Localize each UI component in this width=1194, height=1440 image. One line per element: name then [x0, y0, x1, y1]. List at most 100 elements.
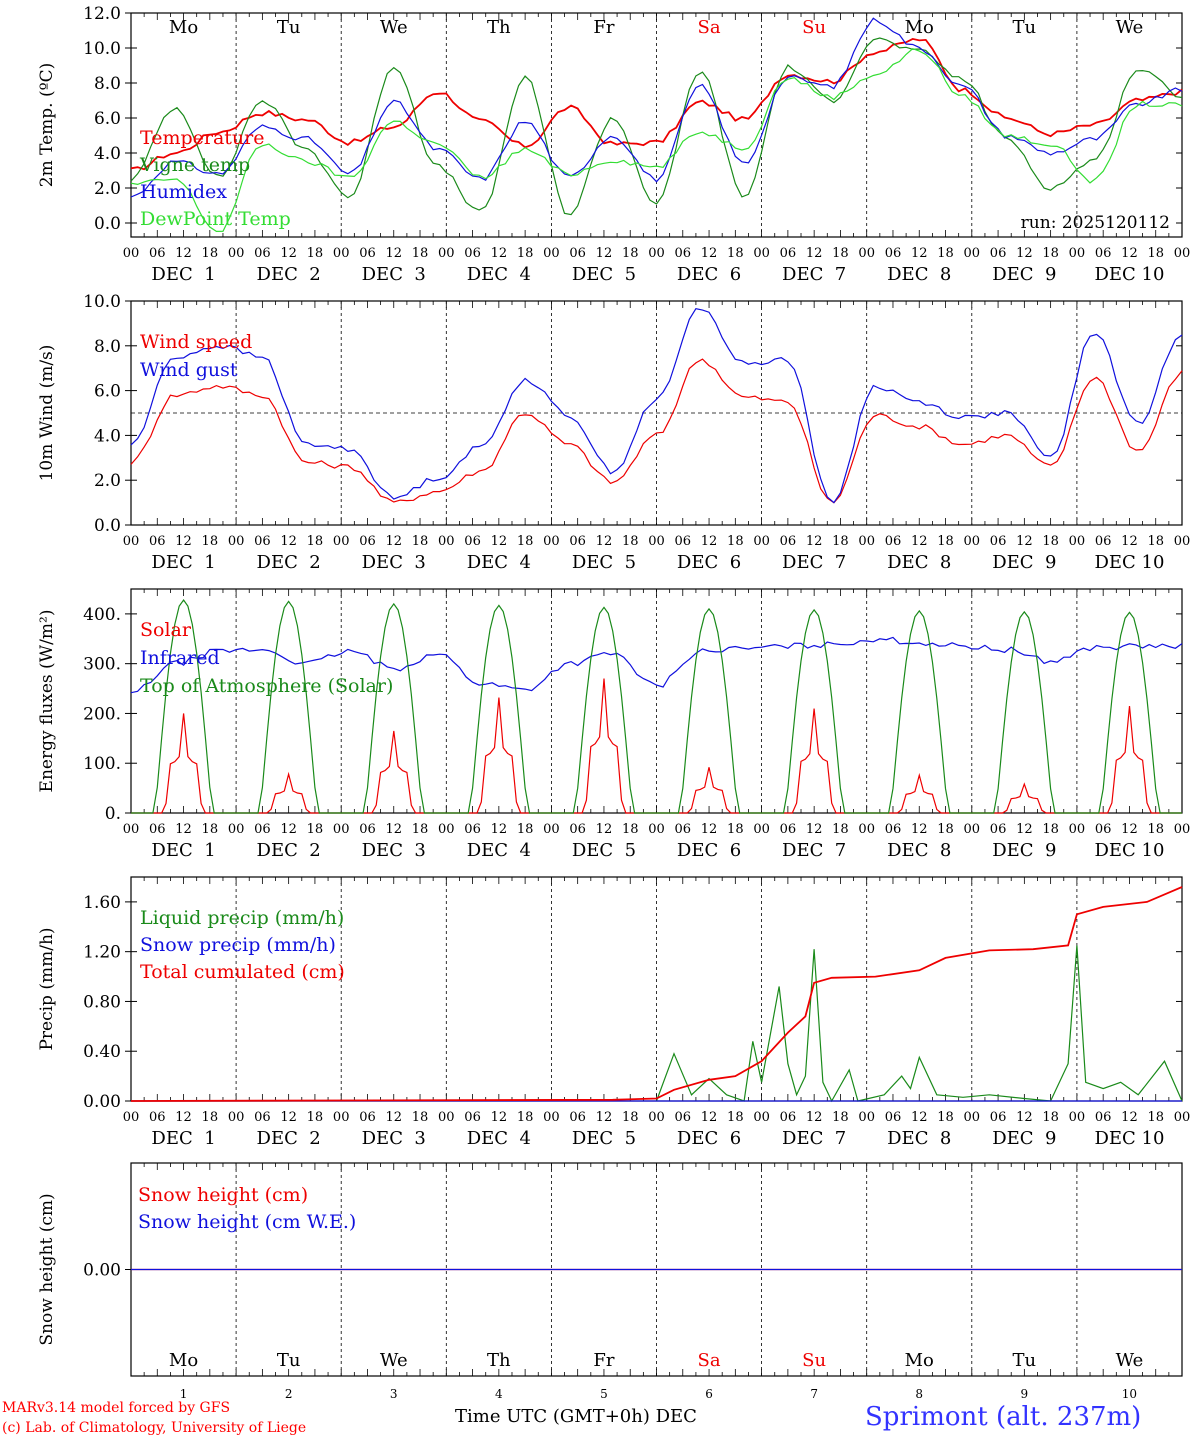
hour-label: 00 — [648, 1110, 665, 1125]
hour-label: 06 — [990, 822, 1007, 837]
hour-label: 18 — [412, 534, 429, 549]
y-axis-title: 2m Temp. (ºC) — [37, 63, 57, 188]
date-label: DEC 9 — [992, 1128, 1056, 1149]
date-label: DEC 1 — [151, 840, 215, 861]
series-line-infrared — [130, 636, 1183, 694]
date-label: DEC 5 — [572, 1128, 636, 1149]
hour-label: 12 — [1121, 822, 1138, 837]
hour-label: 00 — [648, 246, 665, 261]
hour-label: 00 — [228, 1110, 245, 1125]
y-tick-label: 2.0 — [94, 179, 121, 199]
hour-label: 12 — [596, 1110, 613, 1125]
footer-credit: (c) Lab. of Climatology, University of L… — [2, 1420, 307, 1436]
date-label: DEC 7 — [782, 1128, 846, 1149]
hour-label: 00 — [1174, 534, 1191, 549]
hour-label: 18 — [202, 246, 219, 261]
day-name: Su — [802, 17, 826, 38]
y-axis-title: Snow height (cm) — [37, 1193, 57, 1345]
y-tick-label: 4.0 — [94, 144, 121, 164]
series-line-wind-gust — [130, 308, 1183, 504]
hour-label: 00 — [648, 822, 665, 837]
hour-label: 12 — [806, 534, 823, 549]
y-tick-label: 200. — [83, 704, 121, 724]
hour-label: 18 — [307, 534, 324, 549]
day-number: 9 — [1021, 1387, 1029, 1401]
date-label: DEC 7 — [782, 264, 846, 285]
hour-label: 12 — [806, 246, 823, 261]
hour-label: 06 — [990, 246, 1007, 261]
hour-label: 00 — [228, 534, 245, 549]
hour-label: 12 — [596, 246, 613, 261]
hour-label: 06 — [885, 246, 902, 261]
hour-label: 12 — [596, 822, 613, 837]
panel-3: 0. 100. 200. 300. 400. Energy fluxes (W/m²) 00… — [37, 588, 1191, 861]
hour-label: 12 — [491, 534, 508, 549]
legend-entry: Temperature — [140, 127, 264, 149]
hour-label: 06 — [359, 246, 376, 261]
hour-label: 00 — [228, 822, 245, 837]
hour-label: 06 — [149, 246, 166, 261]
hour-label: 00 — [1174, 822, 1191, 837]
date-label: DEC 10 — [1094, 1128, 1164, 1149]
hour-label: 06 — [1095, 1110, 1112, 1125]
hour-label: 12 — [280, 822, 297, 837]
series-line-total-cumulated-cm- — [130, 886, 1183, 1102]
hour-label: 12 — [280, 246, 297, 261]
hour-label: 00 — [123, 246, 140, 261]
date-label: DEC 2 — [257, 840, 321, 861]
hour-label: 18 — [517, 1110, 534, 1125]
hour-label: 00 — [1174, 246, 1191, 261]
day-number: 8 — [915, 1387, 923, 1401]
hour-label: 00 — [333, 822, 350, 837]
hour-label: 00 — [333, 1110, 350, 1125]
date-label: DEC 8 — [887, 264, 951, 285]
hour-label: 00 — [543, 822, 560, 837]
hour-label: 12 — [1016, 534, 1033, 549]
hour-label: 00 — [333, 534, 350, 549]
day-name: Sa — [698, 1350, 721, 1371]
hour-label: 00 — [438, 822, 455, 837]
hour-label: 12 — [385, 1110, 402, 1125]
hour-label: 18 — [1042, 822, 1059, 837]
hour-label: 00 — [333, 246, 350, 261]
hour-label: 06 — [780, 822, 797, 837]
hour-label: 18 — [307, 1110, 324, 1125]
hour-label: 18 — [727, 534, 744, 549]
day-number: 7 — [810, 1387, 818, 1401]
hour-label: 06 — [885, 822, 902, 837]
hour-label: 06 — [464, 534, 481, 549]
hour-label: 00 — [438, 534, 455, 549]
panel-1: 0.0 2.0 4.0 6.0 8.0 10.0 12.0 2m Temp. (ºC) Mo Tu… — [37, 4, 1190, 285]
day-name: We — [1116, 17, 1144, 38]
series-line-vigne-temp — [130, 37, 1183, 216]
hour-label: 18 — [1042, 1110, 1059, 1125]
panel-frame — [130, 588, 1183, 814]
date-label: DEC 1 — [151, 1128, 215, 1149]
legend-entry: Snow height (cm W.E.) — [138, 1211, 356, 1233]
day-number: 4 — [495, 1387, 503, 1401]
y-axis-title: 10m Wind (m/s) — [37, 345, 57, 482]
hour-label: 00 — [1069, 1110, 1086, 1125]
hour-label: 18 — [202, 534, 219, 549]
date-label: DEC 2 — [257, 552, 321, 573]
day-number: 1 — [180, 1387, 188, 1401]
legend-entry: Wind gust — [140, 359, 238, 381]
hour-label: 00 — [858, 822, 875, 837]
date-label: DEC 10 — [1094, 552, 1164, 573]
hour-label: 06 — [569, 822, 586, 837]
y-tick-label: 6.0 — [94, 382, 121, 402]
hour-label: 18 — [622, 1110, 639, 1125]
hour-label: 12 — [1016, 1110, 1033, 1125]
hour-label: 06 — [464, 822, 481, 837]
hour-label: 18 — [1042, 534, 1059, 549]
date-label: DEC 6 — [677, 840, 741, 861]
day-name: Su — [802, 1350, 826, 1371]
day-name: Tu — [277, 1350, 301, 1371]
hour-label: 06 — [149, 1110, 166, 1125]
hour-label: 06 — [675, 534, 692, 549]
hour-label: 18 — [832, 1110, 849, 1125]
date-label: DEC 7 — [782, 552, 846, 573]
hour-label: 18 — [517, 246, 534, 261]
hour-label: 00 — [1069, 246, 1086, 261]
